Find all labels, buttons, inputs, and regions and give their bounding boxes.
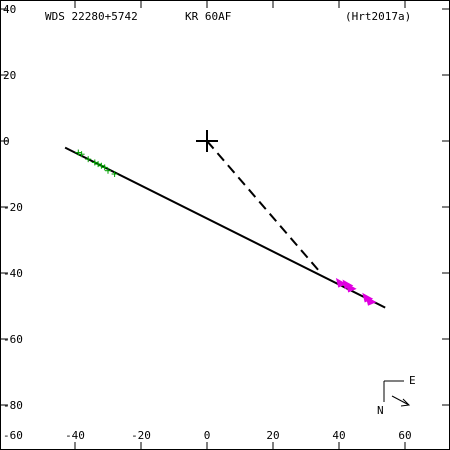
x-tick-label: 20: [266, 429, 279, 442]
observation-point-green: [105, 167, 111, 174]
tick-labels-layer: 40 20 0 -20 -40 -60 -80 -40 -20 0 20 40 60 -60: [3, 3, 412, 442]
observation-point-magenta: [335, 277, 347, 288]
compass-rose: E N: [377, 374, 416, 417]
observation-point-green: [75, 149, 82, 156]
x-tick-label: -40: [65, 429, 85, 442]
y-tick-label: 0: [3, 135, 10, 148]
header-names: KR 60AF: [185, 10, 231, 23]
y-tick-label: -60: [3, 333, 23, 346]
observation-point-magenta: [345, 282, 357, 293]
observation-point-green: [91, 159, 98, 166]
observation-point-green: [95, 161, 102, 168]
observation-point-magenta: [365, 296, 377, 306]
fit-line: [64, 146, 386, 309]
projection-line: [206, 140, 322, 274]
y-tick-label: -80: [3, 399, 23, 412]
compass-north-label: N: [377, 404, 384, 417]
compass-east-label: E: [409, 374, 416, 387]
y-tick-label: -20: [3, 201, 23, 214]
observation-point-green: [101, 164, 108, 171]
y-tick-label: 20: [3, 69, 16, 82]
x-tick-label: 0: [204, 429, 211, 442]
observation-point-green: [78, 151, 85, 158]
header-wds: WDS 22280+5742: [45, 10, 138, 23]
observation-point-green: [98, 162, 105, 169]
chart-marks: [64, 130, 386, 309]
x-tick-label: 40: [332, 429, 345, 442]
motion-arrow-shaft: [391, 395, 410, 406]
x-tick-label: 60: [398, 429, 411, 442]
observation-point-green: [111, 171, 118, 177]
y-tick-label: 40: [3, 3, 16, 16]
header-reference: (Hrt2017a): [345, 10, 411, 23]
y-tick-label: -40: [3, 267, 23, 280]
motion-arrow-head: [400, 398, 411, 407]
x-tick-label-edge: -60: [3, 429, 23, 442]
x-tick-label: -20: [131, 429, 151, 442]
observation-point-green: [85, 156, 92, 163]
